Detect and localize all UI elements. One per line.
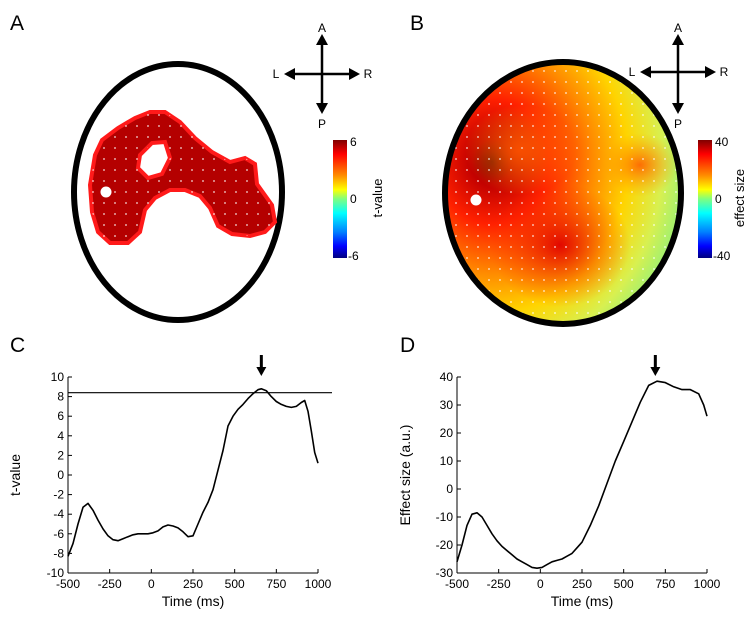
topomap-a [71,61,285,323]
x-tick-label-c: 0 [148,577,155,591]
y-tick-label-c: 2 [57,448,64,462]
colorbar-title-a: t-value [370,178,385,217]
compass-posterior-b: P [674,117,682,131]
compass-anterior-b: A [674,21,682,35]
y-tick-label-d: 30 [440,398,454,412]
peak-sensor-marker-a [100,186,112,198]
compass-right-b: R [720,65,729,79]
colorbar-tick-bottom-a: -6 [348,249,359,263]
x-tick-label-d: 0 [537,577,544,591]
head-outline-b [442,59,684,327]
series-line-c [67,388,319,557]
compass-left-b: L [629,65,636,79]
colorbar-tick-top-a: 6 [350,135,357,149]
peak-arrow-d [650,355,661,376]
compass-posterior-a: P [318,117,326,131]
y-axis-label-c: t-value [7,454,23,496]
y-tick-label-c: -2 [53,488,64,502]
compass-anterior-a: A [318,21,326,35]
x-tick-label-c: 500 [225,577,245,591]
series-line-d [456,380,708,569]
y-tick-label-d: 40 [440,370,454,384]
x-tick-label-d: 500 [614,577,634,591]
compass-a [284,34,360,114]
x-tick-label-c: 1000 [305,577,332,591]
y-tick-label-c: -4 [53,507,64,521]
x-tick-label-d: -250 [487,577,511,591]
colorbar-tick-mid-b: 0 [715,192,722,206]
y-tick-label-c: -10 [47,566,65,580]
y-tick-label-c: -6 [53,527,64,541]
line-chart-d: -500 -250 0 250 500 750 1000 -30 -20 -10 0 10 20 30 40… [397,355,721,609]
x-tick-label-d: 250 [572,577,592,591]
x-tick-label-c: -500 [56,577,80,591]
y-tick-label-c: 10 [51,370,65,384]
line-chart-c: -500 -250 0 250 500 750 1000 -10 -8 -6 -4 -2 0 2 4 6 8 10… [7,355,332,609]
x-tick-label-d: -500 [445,577,469,591]
colorbar-tick-mid-a: 0 [350,192,357,206]
y-tick-label-d: 10 [440,454,454,468]
compass-b [640,34,716,114]
peak-arrow-c [256,355,267,376]
y-tick-label-c: 0 [57,468,64,482]
y-tick-label-d: -20 [436,538,454,552]
y-tick-label-d: -10 [436,510,454,524]
compass-right-a: R [364,67,373,81]
panel-letter-a: A [10,12,24,35]
y-tick-label-d: -30 [436,566,454,580]
x-tick-label-c: 250 [183,577,203,591]
x-tick-label-d: 750 [655,577,675,591]
panel-letter-b: B [410,12,424,35]
x-axis-label-c: Time (ms) [162,593,224,609]
colorbar-tick-bottom-b: -40 [713,249,731,263]
y-tick-label-c: -8 [53,546,64,560]
x-tick-label-d: 1000 [694,577,721,591]
x-axis-label-d: Time (ms) [551,593,613,609]
peak-sensor-marker-b [470,194,482,206]
y-tick-label-c: 8 [57,390,64,404]
y-tick-label-d: 0 [446,482,453,496]
colorbar-title-b: effect size [732,169,747,227]
compass-left-a: L [273,67,280,81]
x-tick-label-c: -250 [98,577,122,591]
panel-letter-c: C [10,334,25,357]
y-tick-label-c: 6 [57,409,64,423]
colorbar-tick-top-b: 40 [715,135,729,149]
y-tick-label-d: 20 [440,426,454,440]
y-axis-label-d: Effect size (a.u.) [397,425,413,526]
panel-letter-d: D [400,334,415,357]
topomap-b [442,59,684,327]
colorbar-b [698,140,712,258]
x-tick-label-c: 750 [266,577,286,591]
y-tick-label-c: 4 [57,429,64,443]
colorbar-a [333,140,347,258]
